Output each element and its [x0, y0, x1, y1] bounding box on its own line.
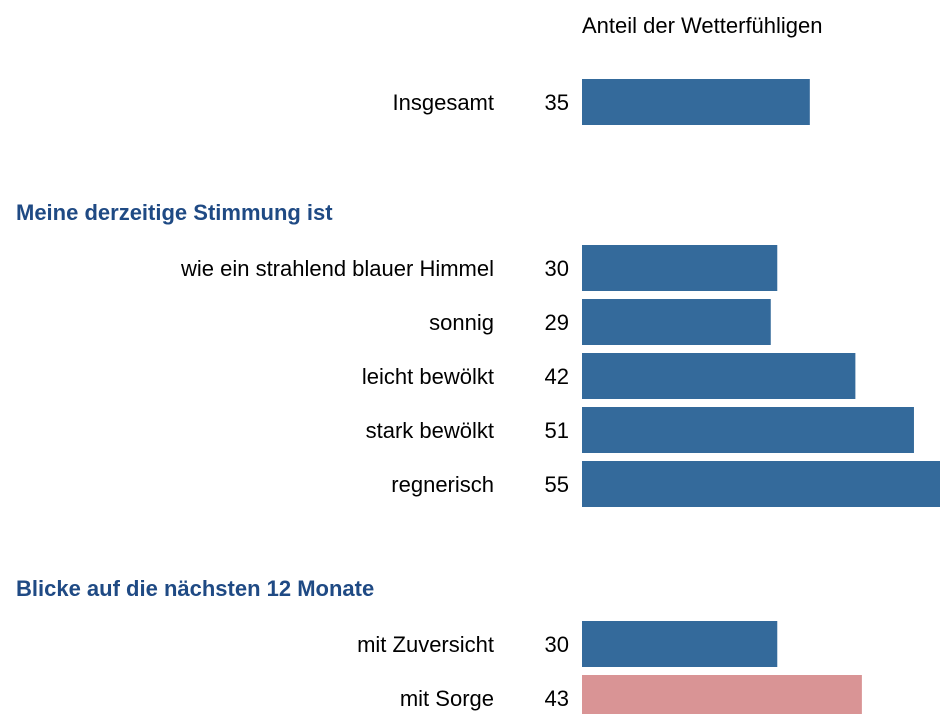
bar	[582, 79, 810, 125]
category-label: wie ein strahlend blauer Himmel	[180, 256, 494, 281]
group-heading: Blicke auf die nächsten 12 Monate	[16, 576, 374, 601]
value-label: 55	[545, 472, 569, 497]
bar	[582, 461, 940, 507]
category-label: stark bewölkt	[366, 418, 494, 443]
value-label: 30	[545, 256, 569, 281]
category-label: leicht bewölkt	[362, 364, 494, 389]
bar	[582, 407, 914, 453]
chart-title: Anteil der Wetterfühligen	[582, 13, 823, 38]
value-label: 30	[545, 632, 569, 657]
bar	[582, 621, 778, 667]
category-label: sonnig	[429, 310, 494, 335]
bar	[582, 245, 778, 291]
category-label: Insgesamt	[393, 90, 495, 115]
value-label: 43	[545, 686, 569, 711]
category-label: mit Sorge	[400, 686, 494, 711]
value-label: 35	[545, 90, 569, 115]
value-label: 29	[545, 310, 569, 335]
group-heading: Meine derzeitige Stimmung ist	[16, 200, 333, 225]
value-label: 42	[545, 364, 569, 389]
bar	[582, 299, 771, 345]
value-label: 51	[545, 418, 569, 443]
bar	[582, 353, 856, 399]
category-label: regnerisch	[391, 472, 494, 497]
category-label: mit Zuversicht	[357, 632, 494, 657]
bar	[582, 675, 862, 714]
